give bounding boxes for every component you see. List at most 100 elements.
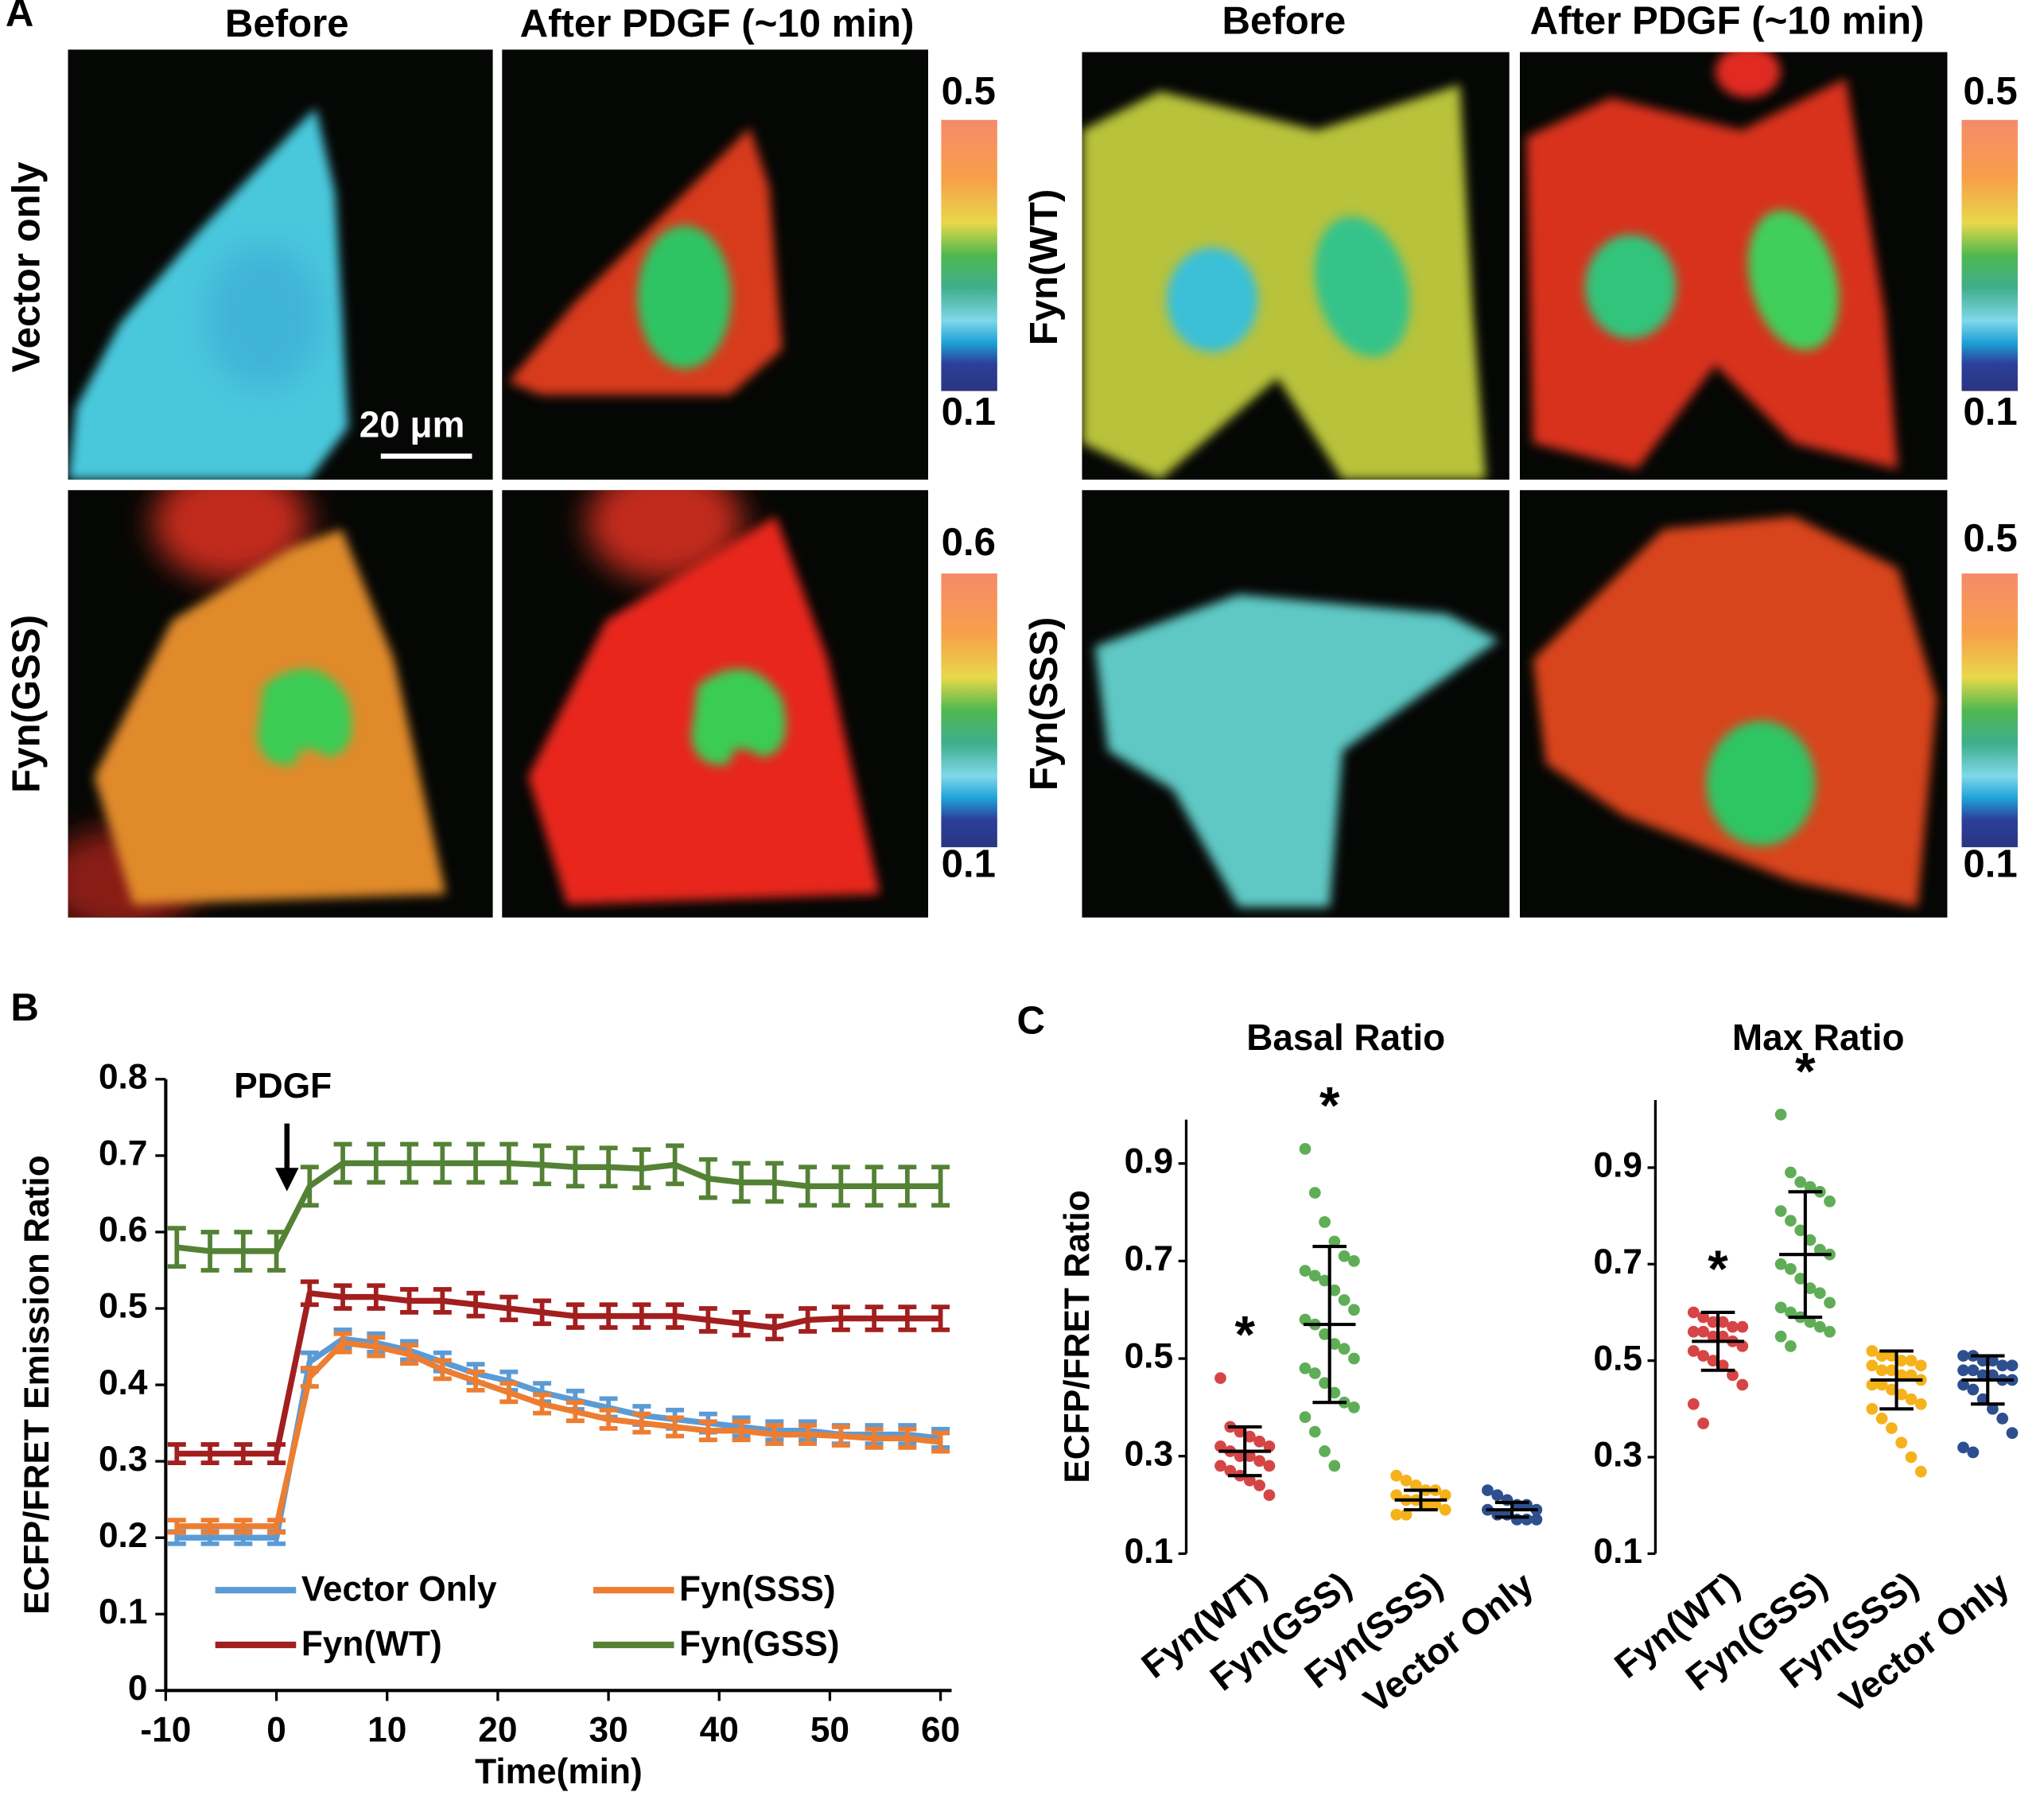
significance: * bbox=[1234, 1306, 1255, 1364]
legend-label: Fyn(WT) bbox=[301, 1624, 442, 1663]
y-tick-label: 0.5 bbox=[99, 1287, 148, 1326]
data-point bbox=[1263, 1440, 1276, 1452]
error-bar bbox=[200, 1518, 220, 1535]
data-point bbox=[1886, 1364, 1898, 1377]
error-bar bbox=[698, 1306, 717, 1334]
series-line bbox=[177, 1339, 942, 1530]
error-bar bbox=[865, 1426, 884, 1450]
data-point bbox=[1707, 1316, 1720, 1328]
error-bar bbox=[200, 1230, 220, 1273]
x-tick-label: 40 bbox=[700, 1710, 739, 1749]
data-point bbox=[1707, 1355, 1720, 1367]
x-tick-label: 60 bbox=[921, 1710, 960, 1749]
data-point bbox=[1866, 1359, 1879, 1372]
colorbar-label: 0.1 bbox=[942, 842, 996, 886]
y-tick-label: 0.7 bbox=[1125, 1239, 1174, 1278]
data-point bbox=[1886, 1422, 1898, 1434]
error-bar bbox=[234, 1442, 253, 1465]
series-line bbox=[177, 1290, 941, 1457]
error-bar bbox=[898, 1304, 917, 1332]
error-bar bbox=[367, 1283, 386, 1311]
error-bar bbox=[831, 1425, 850, 1448]
micrograph bbox=[68, 490, 493, 918]
data-point bbox=[1996, 1413, 2009, 1425]
data-point bbox=[1875, 1378, 1888, 1391]
data-point bbox=[1420, 1499, 1432, 1511]
chart-title: Basal Ratio bbox=[1246, 1017, 1445, 1058]
error-bar bbox=[466, 1369, 485, 1393]
error-bar bbox=[765, 1313, 784, 1342]
data-point bbox=[1348, 1352, 1360, 1365]
data-point bbox=[1400, 1474, 1413, 1487]
error-bar bbox=[533, 1392, 552, 1416]
data-point bbox=[1914, 1398, 1927, 1410]
data-point bbox=[1348, 1255, 1360, 1267]
error-bar bbox=[898, 1426, 917, 1450]
column-header: After PDGF (~10 min) bbox=[1530, 0, 1925, 42]
data-point bbox=[1429, 1499, 1442, 1511]
significance: * bbox=[1708, 1240, 1728, 1298]
data-point bbox=[1736, 1340, 1749, 1352]
error-bar bbox=[565, 1400, 585, 1424]
error-bar bbox=[732, 1419, 751, 1443]
data-point bbox=[1895, 1369, 1908, 1382]
data-point bbox=[1687, 1398, 1700, 1410]
data-point bbox=[1813, 1287, 1826, 1300]
error-bar bbox=[167, 1518, 186, 1535]
micrograph bbox=[1519, 490, 1948, 918]
data-point bbox=[1804, 1282, 1817, 1295]
data-point bbox=[1774, 1205, 1787, 1217]
data-point bbox=[1866, 1402, 1879, 1415]
error-bar bbox=[234, 1230, 253, 1273]
data-point bbox=[1253, 1479, 1266, 1491]
annotation: PDGF bbox=[234, 1067, 332, 1106]
data-point bbox=[1530, 1513, 1543, 1526]
data-point bbox=[1687, 1345, 1700, 1357]
error-bar bbox=[865, 1304, 884, 1332]
data-point bbox=[1687, 1306, 1700, 1319]
error-bar bbox=[799, 1306, 818, 1334]
data-point bbox=[1727, 1369, 1739, 1382]
data-point bbox=[1338, 1343, 1350, 1355]
y-tick-label: 0.3 bbox=[1594, 1436, 1643, 1475]
data-point bbox=[1400, 1508, 1413, 1521]
data-point bbox=[1243, 1450, 1256, 1463]
micrograph bbox=[502, 49, 929, 480]
data-point bbox=[1895, 1388, 1908, 1401]
y-tick-label: 0.5 bbox=[1125, 1337, 1174, 1376]
data-point bbox=[1224, 1464, 1237, 1477]
panel-label: C bbox=[1016, 998, 1045, 1042]
error-bar bbox=[400, 1141, 419, 1185]
colorbar bbox=[941, 573, 997, 848]
error-bar bbox=[666, 1143, 685, 1187]
y-tick-label: 0.7 bbox=[99, 1134, 148, 1173]
row-label: Fyn(SSS) bbox=[1022, 617, 1066, 791]
data-point bbox=[1338, 1250, 1350, 1262]
y-tick-label: 0.1 bbox=[1594, 1532, 1643, 1571]
y-tick-label: 0.3 bbox=[99, 1440, 148, 1479]
data-point bbox=[1905, 1355, 1918, 1367]
colorbar-label: 0.6 bbox=[942, 520, 996, 564]
x-tick-label: 30 bbox=[589, 1710, 628, 1749]
data-point bbox=[1439, 1503, 1451, 1516]
data-point bbox=[1697, 1417, 1709, 1429]
data-point bbox=[1785, 1306, 1797, 1319]
data-point bbox=[1319, 1377, 1331, 1390]
data-point bbox=[1976, 1369, 1989, 1382]
data-point bbox=[1785, 1215, 1797, 1227]
data-point bbox=[1813, 1320, 1826, 1333]
data-point bbox=[1319, 1274, 1331, 1287]
data-point bbox=[1785, 1262, 1797, 1275]
data-point bbox=[1957, 1378, 1969, 1391]
data-point bbox=[1716, 1359, 1729, 1372]
colorbar-label: 0.5 bbox=[942, 69, 996, 113]
error-bar bbox=[433, 1358, 452, 1382]
series-line bbox=[176, 1160, 941, 1254]
data-point bbox=[1214, 1440, 1226, 1452]
data-point bbox=[1308, 1425, 1321, 1438]
error-bar bbox=[533, 1298, 552, 1327]
data-point bbox=[1253, 1455, 1266, 1468]
data-point bbox=[1308, 1367, 1321, 1379]
error-bar bbox=[931, 1164, 950, 1208]
